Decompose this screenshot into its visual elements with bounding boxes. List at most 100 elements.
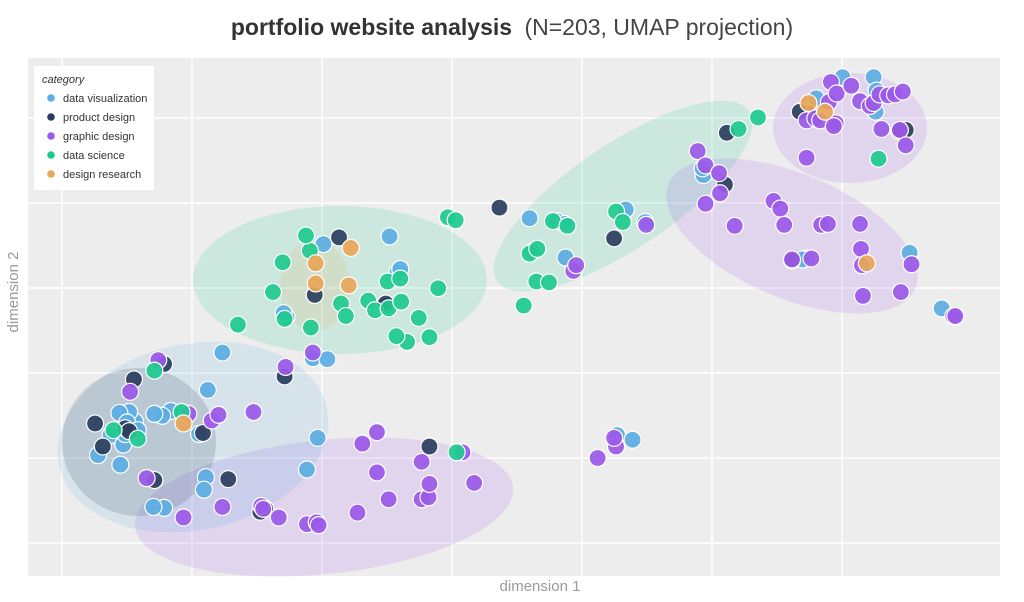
point-data-science[interactable] bbox=[429, 279, 448, 298]
point-graphic-design[interactable] bbox=[782, 250, 802, 269]
point-graphic-design[interactable] bbox=[688, 141, 707, 161]
point-design-research[interactable] bbox=[339, 276, 358, 295]
point-design-research[interactable] bbox=[799, 93, 818, 113]
point-graphic-design[interactable] bbox=[890, 120, 909, 140]
point-graphic-design[interactable] bbox=[353, 434, 372, 453]
point-product-design[interactable] bbox=[605, 229, 624, 248]
point-data-science[interactable] bbox=[145, 361, 164, 380]
point-design-research[interactable] bbox=[815, 102, 835, 121]
point-data-visualization[interactable] bbox=[111, 455, 130, 474]
point-product-design[interactable] bbox=[329, 228, 349, 247]
point-graphic-design[interactable] bbox=[709, 164, 729, 183]
point-data-science[interactable] bbox=[514, 296, 533, 315]
point-graphic-design[interactable] bbox=[379, 490, 398, 509]
point-graphic-design[interactable] bbox=[725, 216, 744, 235]
point-graphic-design[interactable] bbox=[465, 473, 484, 493]
point-graphic-design[interactable] bbox=[872, 119, 891, 139]
point-graphic-design[interactable] bbox=[567, 256, 586, 275]
point-data-visualization[interactable] bbox=[520, 209, 539, 228]
point-graphic-design[interactable] bbox=[244, 402, 263, 422]
point-graphic-design[interactable] bbox=[637, 215, 656, 235]
point-graphic-design[interactable] bbox=[269, 508, 288, 527]
point-product-design[interactable] bbox=[420, 437, 439, 456]
point-design-research[interactable] bbox=[306, 274, 325, 293]
point-graphic-design[interactable] bbox=[902, 255, 921, 274]
point-data-visualization[interactable] bbox=[198, 380, 217, 400]
point-graphic-design[interactable] bbox=[696, 194, 715, 213]
point-data-science[interactable] bbox=[387, 327, 406, 346]
point-graphic-design[interactable] bbox=[850, 214, 870, 234]
point-data-visualization[interactable] bbox=[308, 428, 327, 447]
point-graphic-design[interactable] bbox=[946, 306, 965, 326]
point-data-science[interactable] bbox=[539, 273, 559, 292]
point-data-visualization[interactable] bbox=[380, 227, 399, 246]
point-data-science[interactable] bbox=[128, 429, 147, 448]
point-data-science[interactable] bbox=[420, 328, 439, 347]
point-graphic-design[interactable] bbox=[120, 382, 140, 401]
point-product-design[interactable] bbox=[219, 470, 238, 489]
point-data-science[interactable] bbox=[528, 239, 547, 258]
point-graphic-design[interactable] bbox=[605, 428, 624, 447]
point-graphic-design[interactable] bbox=[797, 148, 816, 167]
point-data-science[interactable] bbox=[558, 216, 577, 235]
point-graphic-design[interactable] bbox=[174, 508, 193, 527]
point-graphic-design[interactable] bbox=[893, 82, 912, 101]
point-graphic-design[interactable] bbox=[771, 199, 790, 218]
point-graphic-design[interactable] bbox=[137, 469, 156, 488]
point-data-science[interactable] bbox=[391, 269, 410, 288]
point-graphic-design[interactable] bbox=[276, 357, 295, 376]
point-data-science[interactable] bbox=[447, 443, 466, 462]
point-graphic-design[interactable] bbox=[254, 499, 273, 518]
point-data-science[interactable] bbox=[748, 108, 768, 127]
point-data-visualization[interactable] bbox=[213, 343, 232, 362]
point-data-science[interactable] bbox=[296, 226, 316, 245]
point-graphic-design[interactable] bbox=[827, 84, 846, 103]
point-data-science[interactable] bbox=[613, 212, 632, 232]
point-graphic-design[interactable] bbox=[348, 503, 367, 522]
point-data-science[interactable] bbox=[273, 253, 292, 272]
point-graphic-design[interactable] bbox=[710, 184, 730, 203]
point-graphic-design[interactable] bbox=[309, 516, 328, 535]
point-graphic-design[interactable] bbox=[303, 343, 322, 362]
point-design-research[interactable] bbox=[174, 414, 193, 433]
point-data-visualization[interactable] bbox=[145, 404, 164, 423]
point-graphic-design[interactable] bbox=[367, 423, 387, 442]
point-data-visualization[interactable] bbox=[623, 430, 642, 449]
point-design-research[interactable] bbox=[857, 254, 876, 273]
point-data-science[interactable] bbox=[869, 149, 888, 168]
point-product-design[interactable] bbox=[93, 437, 112, 456]
point-graphic-design[interactable] bbox=[588, 448, 607, 468]
point-graphic-design[interactable] bbox=[213, 497, 232, 517]
point-graphic-design[interactable] bbox=[891, 282, 910, 302]
point-graphic-design[interactable] bbox=[775, 215, 794, 235]
point-data-visualization[interactable] bbox=[297, 460, 317, 479]
point-data-visualization[interactable] bbox=[144, 497, 163, 517]
point-graphic-design[interactable] bbox=[209, 405, 228, 424]
point-product-design[interactable] bbox=[85, 414, 105, 433]
point-data-visualization[interactable] bbox=[194, 480, 214, 499]
point-graphic-design[interactable] bbox=[896, 136, 915, 155]
point-graphic-design[interactable] bbox=[420, 474, 439, 494]
point-data-science[interactable] bbox=[104, 421, 123, 440]
point-graphic-design[interactable] bbox=[412, 452, 431, 471]
point-graphic-design[interactable] bbox=[802, 249, 821, 268]
point-design-research[interactable] bbox=[306, 254, 325, 273]
point-data-science[interactable] bbox=[729, 119, 748, 139]
point-data-science[interactable] bbox=[446, 211, 465, 230]
point-data-science[interactable] bbox=[228, 315, 248, 334]
point-graphic-design[interactable] bbox=[818, 214, 838, 234]
point-graphic-design[interactable] bbox=[842, 76, 861, 95]
point-data-science[interactable] bbox=[301, 318, 320, 337]
point-graphic-design[interactable] bbox=[696, 156, 715, 175]
point-graphic-design[interactable] bbox=[853, 286, 873, 305]
point-product-design[interactable] bbox=[490, 198, 509, 217]
point-design-research[interactable] bbox=[341, 238, 360, 258]
point-product-design[interactable] bbox=[193, 423, 213, 443]
point-graphic-design[interactable] bbox=[367, 463, 387, 482]
point-graphic-design[interactable] bbox=[824, 117, 843, 136]
point-data-science[interactable] bbox=[275, 309, 294, 329]
point-data-science[interactable] bbox=[263, 282, 283, 302]
point-data-science[interactable] bbox=[392, 292, 411, 311]
point-data-science[interactable] bbox=[336, 306, 355, 326]
point-data-science[interactable] bbox=[409, 308, 428, 328]
